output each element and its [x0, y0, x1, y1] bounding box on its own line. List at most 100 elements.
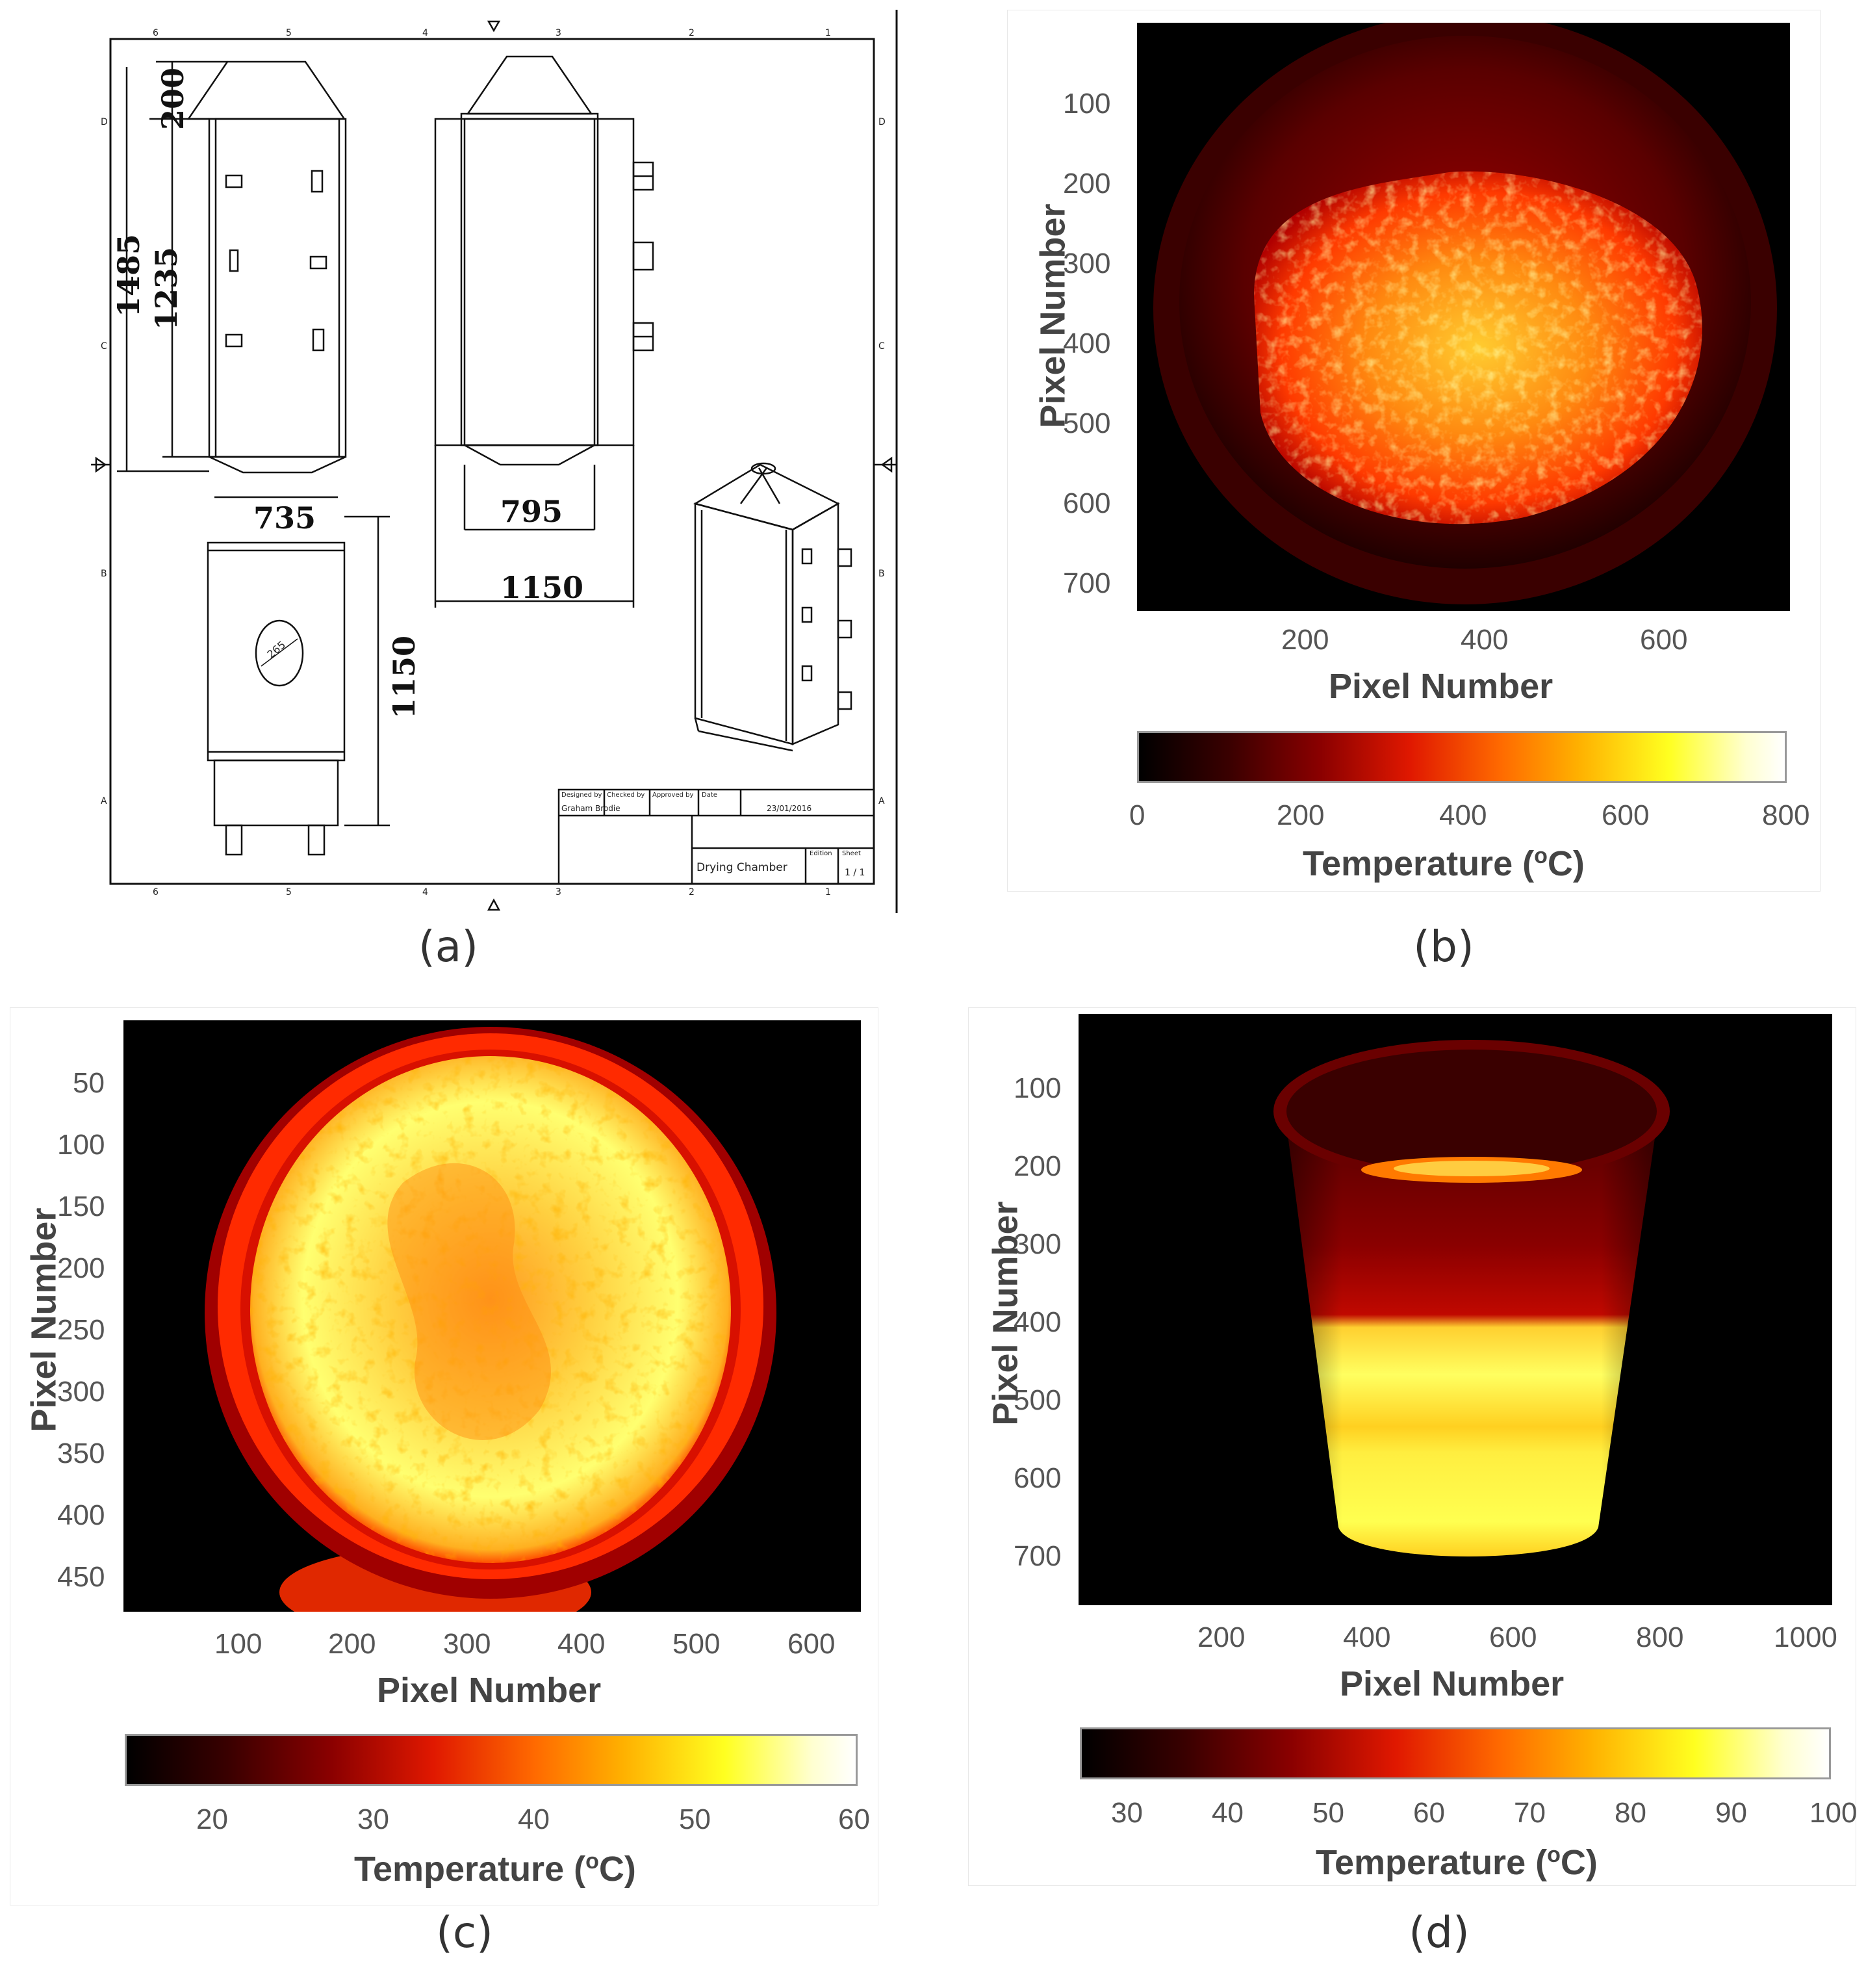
thermal-image-c — [123, 1020, 861, 1612]
c-y-tick: 250 — [57, 1314, 105, 1346]
b-x-tick: 200 — [1281, 624, 1329, 656]
b-colorbar — [1137, 731, 1787, 783]
c-x-tick: 500 — [672, 1628, 721, 1660]
tb-sheet: 1 / 1 — [845, 868, 865, 878]
caption-d: (d) — [1409, 1907, 1470, 1957]
tb-date-label: Date — [702, 792, 717, 799]
isometric-view — [693, 462, 852, 752]
border-number: 5 — [286, 887, 292, 897]
c-cbar-tick: 40 — [518, 1803, 550, 1835]
d-cbar-tick: 80 — [1615, 1797, 1646, 1829]
tb-approved-by-label: Approved by — [652, 792, 694, 799]
d-y-tick: 400 — [1014, 1306, 1062, 1338]
border-letter: A — [101, 796, 107, 807]
d-cbar-tick: 90 — [1715, 1797, 1747, 1829]
border-letter: C — [878, 341, 885, 352]
border-number: 1 — [825, 28, 831, 38]
b-y-tick: 100 — [1063, 88, 1111, 120]
b-cbar-tick: 0 — [1129, 799, 1145, 831]
b-y-axis-label: Pixel Number — [1033, 203, 1073, 428]
c-y-axis-label: Pixel Number — [24, 1207, 64, 1432]
sheet-border — [109, 38, 875, 885]
panel-b-frame — [1007, 10, 1821, 892]
d-cbar-tick: 40 — [1212, 1797, 1244, 1829]
dim-1150-top: 1150 — [500, 570, 584, 605]
c-y-tick: 400 — [57, 1499, 105, 1531]
b-colorbar-label: Temperature (oC) — [1303, 844, 1585, 883]
d-y-tick: 500 — [1014, 1384, 1062, 1416]
caption-b: (b) — [1413, 922, 1474, 972]
border-letter: B — [101, 569, 107, 579]
tb-checked-by-label: Checked by — [607, 792, 645, 799]
border-letter: D — [878, 117, 886, 127]
dim-795: 795 — [500, 494, 563, 529]
b-y-tick: 700 — [1063, 567, 1111, 599]
c-cbar-tick: 60 — [838, 1803, 870, 1835]
b-y-tick: 500 — [1063, 407, 1111, 439]
d-colorbar — [1080, 1727, 1831, 1779]
border-number: 3 — [556, 28, 561, 38]
dim-1150-side: 1150 — [387, 635, 422, 719]
c-y-tick: 200 — [57, 1252, 105, 1284]
d-cbar-tick: 30 — [1111, 1797, 1143, 1829]
c-y-tick: 350 — [57, 1438, 105, 1469]
border-number: 3 — [556, 887, 561, 897]
panel-d-frame — [968, 1007, 1856, 1886]
thermal-image-d — [1079, 1014, 1832, 1605]
dim-1485: 1485 — [111, 233, 147, 318]
d-cbar-tick: 60 — [1413, 1797, 1445, 1829]
border-number: 5 — [286, 28, 292, 38]
dim-735: 735 — [253, 500, 316, 536]
front-view-body — [208, 118, 347, 458]
panel-c-frame — [10, 1007, 878, 1905]
d-y-tick: 300 — [1014, 1228, 1062, 1260]
b-cbar-tick: 400 — [1439, 799, 1487, 831]
border-letter: C — [101, 341, 107, 352]
d-x-tick: 600 — [1489, 1621, 1537, 1653]
b-cbar-tick: 800 — [1762, 799, 1810, 831]
tb-sheet-label: Sheet — [842, 850, 861, 857]
border-number: 4 — [422, 28, 428, 38]
tb-edition-label: Edition — [810, 850, 832, 857]
title-block — [557, 788, 875, 885]
d-x-tick: 200 — [1197, 1621, 1246, 1653]
border-number: 2 — [689, 887, 695, 897]
d-cbar-tick: 50 — [1312, 1797, 1344, 1829]
border-number: 4 — [422, 887, 428, 897]
c-cbar-tick: 30 — [357, 1803, 389, 1835]
caption-a: (a) — [418, 922, 478, 972]
border-number: 1 — [825, 887, 831, 897]
d-cbar-tick: 100 — [1809, 1797, 1858, 1829]
b-y-tick: 400 — [1063, 328, 1111, 359]
b-cbar-tick: 200 — [1277, 799, 1325, 831]
b-x-tick: 600 — [1640, 624, 1688, 656]
c-y-tick: 100 — [57, 1129, 105, 1161]
tb-designed-by-label: Designed by — [561, 792, 602, 799]
c-y-tick: 300 — [57, 1376, 105, 1408]
front-view-hood — [186, 60, 346, 120]
b-y-tick: 300 — [1063, 248, 1111, 279]
b-x-axis-label: Pixel Number — [1329, 667, 1553, 706]
border-number: 6 — [153, 28, 159, 38]
border-letter: D — [101, 117, 108, 127]
b-cbar-tick: 600 — [1602, 799, 1650, 831]
c-cbar-tick: 20 — [196, 1803, 228, 1835]
c-y-tick: 50 — [73, 1067, 105, 1099]
d-y-axis-label: Pixel Number — [986, 1201, 1025, 1426]
dim-200: 200 — [155, 67, 191, 131]
c-cbar-tick: 50 — [679, 1803, 711, 1835]
d-x-axis-label: Pixel Number — [1340, 1664, 1565, 1703]
d-y-tick: 200 — [1014, 1150, 1062, 1182]
c-x-tick: 300 — [443, 1628, 491, 1660]
d-y-tick: 100 — [1014, 1072, 1062, 1104]
tb-title: Drying Chamber — [697, 861, 787, 874]
d-x-tick: 1000 — [1774, 1621, 1837, 1653]
tb-designed-by: Graham Brodie — [561, 804, 620, 813]
tb-date: 23/01/2016 — [767, 804, 812, 813]
side-view-hood — [466, 55, 593, 115]
border-letter: A — [878, 796, 885, 807]
b-y-tick: 200 — [1063, 168, 1111, 200]
caption-c: (c) — [436, 1907, 493, 1957]
drying-chamber-drawing — [91, 10, 898, 913]
b-y-tick: 600 — [1063, 487, 1111, 519]
